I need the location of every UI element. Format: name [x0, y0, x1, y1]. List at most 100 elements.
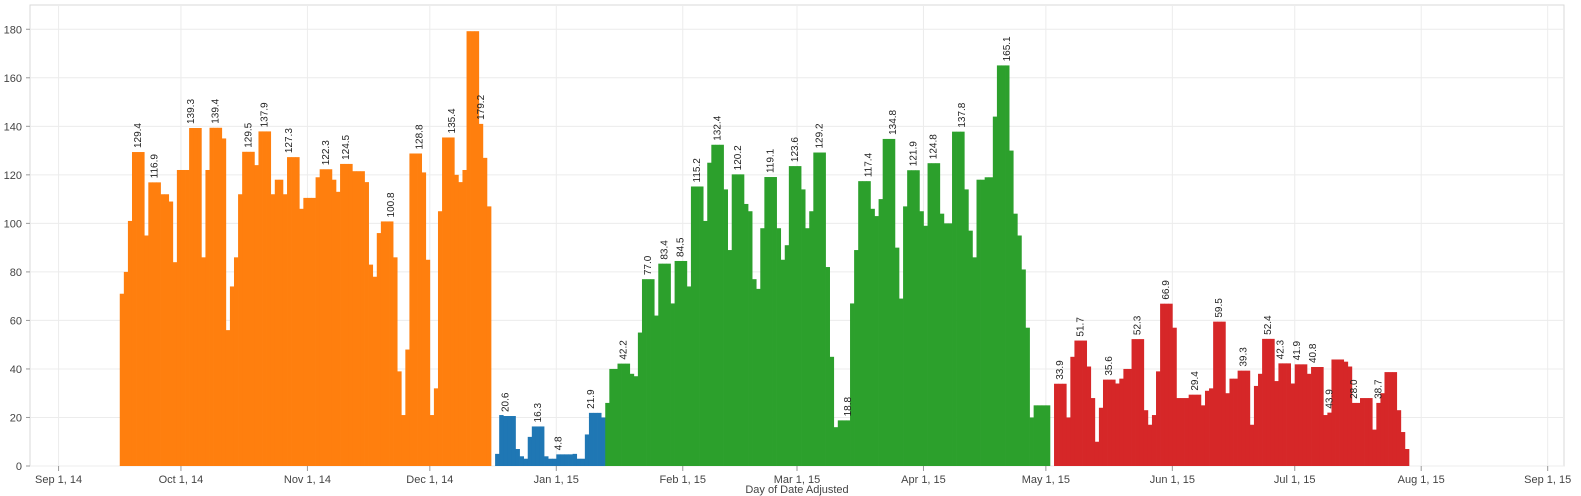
- bar-data-label: 59.5: [1214, 298, 1225, 318]
- bar: [626, 364, 630, 466]
- bar: [226, 330, 230, 466]
- bar: [956, 132, 960, 466]
- bar: [1213, 322, 1217, 466]
- bar: [495, 454, 499, 466]
- bar: [1168, 304, 1172, 466]
- bar-data-label: 83.4: [659, 240, 670, 260]
- bar: [821, 153, 825, 466]
- bar: [1070, 357, 1074, 466]
- bar: [728, 250, 732, 466]
- bar: [1307, 374, 1311, 466]
- bar: [320, 169, 324, 466]
- bar: [1221, 322, 1225, 466]
- bar: [1115, 384, 1119, 466]
- bar: [768, 177, 772, 466]
- bar: [923, 226, 927, 466]
- bar: [316, 177, 320, 466]
- bar: [483, 158, 487, 466]
- bar-data-label: 165.1: [1002, 36, 1013, 61]
- bar-data-label: 137.9: [260, 102, 271, 127]
- bar: [789, 166, 793, 466]
- bar: [507, 416, 511, 466]
- bar: [650, 279, 654, 466]
- bar: [291, 157, 295, 466]
- x-tick-label: May 1, 15: [1022, 474, 1070, 486]
- bar: [1201, 405, 1205, 466]
- bar: [805, 228, 809, 466]
- bar: [340, 164, 344, 466]
- bar: [356, 171, 360, 466]
- bar: [242, 152, 246, 466]
- bar: [732, 174, 736, 466]
- bar-data-label: 124.5: [341, 134, 352, 159]
- bar: [642, 279, 646, 466]
- bar-data-label: 66.9: [1161, 280, 1172, 300]
- bar: [740, 174, 744, 466]
- bar: [1405, 449, 1409, 466]
- bar-data-label: 139.3: [186, 99, 197, 124]
- bar: [193, 128, 197, 466]
- bar: [303, 198, 307, 466]
- bar: [977, 180, 981, 466]
- bar: [414, 153, 418, 466]
- bar: [1397, 410, 1401, 466]
- bar-data-label: 135.4: [447, 108, 458, 133]
- bar: [515, 449, 519, 466]
- y-tick-label: 40: [10, 364, 22, 376]
- bar: [271, 194, 275, 466]
- bar-data-label: 128.8: [415, 124, 426, 149]
- bar: [246, 152, 250, 466]
- bar: [1282, 363, 1286, 466]
- bar: [446, 137, 450, 466]
- bar-data-label: 121.9: [908, 141, 919, 166]
- bar: [263, 131, 267, 466]
- bar: [156, 182, 160, 466]
- bar: [817, 153, 821, 466]
- bar: [1005, 65, 1009, 466]
- bar-data-label: 20.6: [500, 392, 511, 412]
- bar: [132, 152, 136, 466]
- bar-data-label: 119.1: [765, 148, 776, 173]
- bar: [764, 177, 768, 466]
- bar: [928, 163, 932, 466]
- bar: [589, 413, 593, 466]
- bar: [197, 128, 201, 466]
- bar: [1274, 381, 1278, 466]
- bar-data-label: 29.4: [1190, 371, 1201, 391]
- bar: [646, 279, 650, 466]
- bar: [960, 132, 964, 466]
- bar: [1340, 359, 1344, 466]
- bar: [467, 31, 471, 466]
- bar: [409, 153, 413, 466]
- bar: [932, 163, 936, 466]
- bar: [907, 170, 911, 466]
- bar: [911, 170, 915, 466]
- bar: [601, 417, 605, 466]
- bar-data-label: 122.3: [321, 140, 332, 165]
- bar: [1030, 417, 1034, 466]
- bar: [609, 369, 613, 466]
- x-tick-label: Oct 1, 14: [159, 474, 204, 486]
- bar: [838, 420, 842, 466]
- bar: [830, 357, 834, 466]
- bar: [850, 303, 854, 466]
- y-tick-label: 60: [10, 315, 22, 327]
- bar: [1291, 384, 1295, 466]
- bar: [985, 177, 989, 466]
- bar: [1242, 371, 1246, 466]
- bar: [564, 454, 568, 466]
- bar: [887, 139, 891, 466]
- bar: [1017, 236, 1021, 467]
- bar: [128, 221, 132, 466]
- bar: [1156, 371, 1160, 466]
- bar: [797, 166, 801, 466]
- x-tick-label: Dec 1, 14: [406, 474, 453, 486]
- bar: [1364, 398, 1368, 466]
- bar: [1225, 393, 1229, 466]
- bar: [552, 459, 556, 466]
- bar: [299, 209, 303, 466]
- bar: [218, 128, 222, 466]
- bar: [622, 364, 626, 466]
- bar: [605, 403, 609, 466]
- bar: [879, 199, 883, 466]
